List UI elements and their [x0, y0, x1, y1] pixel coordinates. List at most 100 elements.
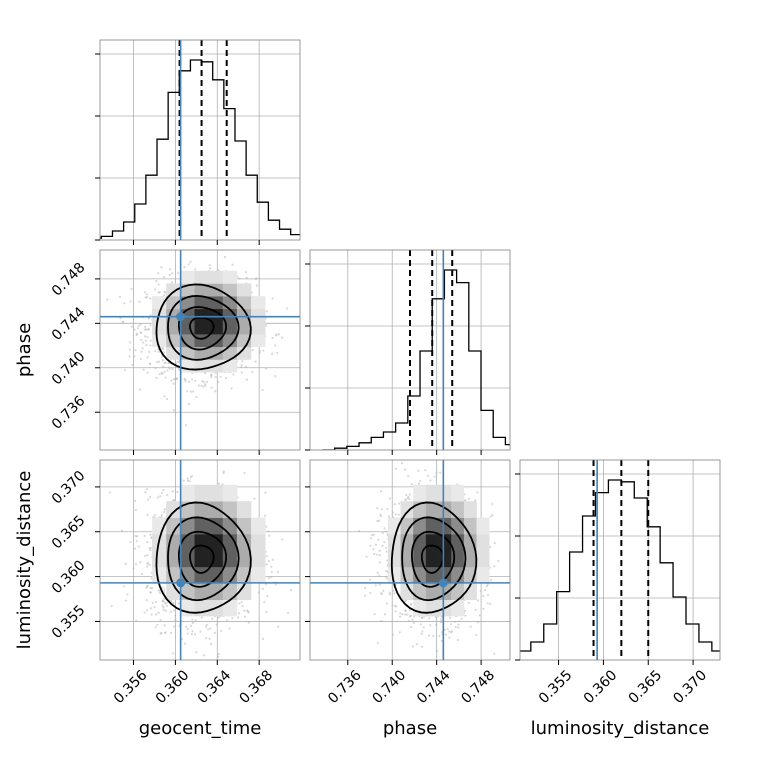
- density-cell: [208, 534, 224, 551]
- sample-point: [463, 609, 467, 613]
- sample-point: [154, 626, 157, 629]
- sample-point: [454, 626, 457, 629]
- sample-point: [191, 621, 194, 625]
- sample-point: [153, 606, 156, 609]
- sample-point: [163, 370, 166, 373]
- sample-point: [145, 586, 148, 589]
- sample-point: [244, 365, 248, 368]
- sample-point: [194, 268, 197, 271]
- sample-point: [374, 543, 378, 546]
- sample-point: [376, 571, 379, 574]
- sample-point: [364, 594, 367, 597]
- sample-point: [165, 601, 168, 604]
- density-cell: [194, 566, 209, 584]
- panel-frame: [99, 249, 301, 451]
- sample-point: [270, 565, 273, 568]
- sample-point: [254, 277, 257, 281]
- sample-point: [383, 541, 386, 544]
- sample-point: [146, 584, 149, 587]
- sample-point: [135, 540, 138, 543]
- sample-point: [467, 601, 470, 605]
- sample-point: [166, 493, 169, 497]
- sample-point: [186, 628, 189, 631]
- sample-point: [134, 348, 137, 352]
- y-tick-label: 0.748: [49, 260, 89, 300]
- sample-point: [241, 360, 244, 363]
- sample-point: [245, 378, 248, 381]
- sample-point: [497, 559, 500, 563]
- sample-point: [199, 630, 202, 633]
- sample-point: [423, 662, 425, 664]
- sample-point: [453, 620, 457, 623]
- sample-point: [193, 633, 197, 636]
- sample-point: [420, 616, 424, 619]
- sample-point: [410, 625, 413, 629]
- sample-point: [407, 619, 410, 623]
- sample-point: [222, 470, 225, 473]
- sample-point: [392, 589, 395, 592]
- sample-point: [246, 609, 249, 612]
- sample-point: [187, 263, 190, 266]
- sample-point: [137, 545, 140, 548]
- sample-point: [261, 637, 265, 640]
- y-tick-label: 0.360: [49, 557, 89, 597]
- sample-point: [155, 376, 158, 380]
- sample-point: [123, 369, 127, 372]
- sample-point: [149, 297, 152, 300]
- sample-point: [388, 593, 392, 596]
- sample-point: [264, 514, 267, 517]
- sample-point: [277, 333, 281, 336]
- sample-point: [388, 591, 391, 594]
- sample-point: [411, 645, 415, 648]
- sample-point: [171, 368, 174, 371]
- sample-point: [131, 363, 134, 367]
- density-cell: [208, 334, 224, 348]
- sample-point: [491, 513, 494, 517]
- sample-point: [434, 623, 438, 626]
- sample-point: [172, 601, 175, 605]
- y-tick-label: 0.736: [49, 393, 89, 433]
- density-cell: [208, 566, 224, 584]
- sample-point: [358, 529, 361, 533]
- sample-point: [176, 490, 179, 494]
- sample-point: [140, 350, 143, 353]
- sample-point: [173, 625, 176, 628]
- sample-point: [410, 483, 413, 486]
- sample-point: [271, 336, 274, 339]
- sample-point: [253, 497, 256, 500]
- sample-point: [373, 613, 376, 616]
- sample-point: [189, 247, 191, 249]
- sample-point: [403, 468, 407, 471]
- sample-point: [467, 497, 471, 500]
- sample-point: [163, 508, 167, 511]
- sample-point: [175, 362, 178, 365]
- sample-point: [482, 594, 485, 598]
- density-cell: [180, 270, 195, 284]
- sample-point: [484, 588, 487, 592]
- sample-point: [121, 321, 124, 324]
- sample-point: [188, 402, 191, 406]
- sample-point: [209, 627, 212, 630]
- sample-point: [393, 503, 396, 506]
- sample-point: [143, 328, 146, 331]
- sample-point: [157, 350, 160, 353]
- sample-point: [195, 395, 198, 399]
- sample-point: [163, 294, 166, 297]
- sample-point: [163, 597, 166, 600]
- sample-point: [275, 334, 278, 337]
- sample-point: [489, 515, 493, 518]
- sample-point: [243, 609, 246, 612]
- sample-point: [486, 583, 490, 586]
- sample-point: [424, 469, 427, 472]
- sample-point: [192, 390, 195, 393]
- sample-point: [168, 273, 171, 277]
- sample-point: [145, 344, 148, 347]
- sample-point: [155, 613, 158, 616]
- sample-point: [408, 493, 411, 496]
- sample-point: [146, 609, 149, 612]
- sample-point: [217, 655, 220, 659]
- sample-point: [167, 366, 171, 369]
- density-cell: [152, 566, 167, 584]
- sample-point: [150, 613, 153, 616]
- sample-point: [440, 631, 444, 634]
